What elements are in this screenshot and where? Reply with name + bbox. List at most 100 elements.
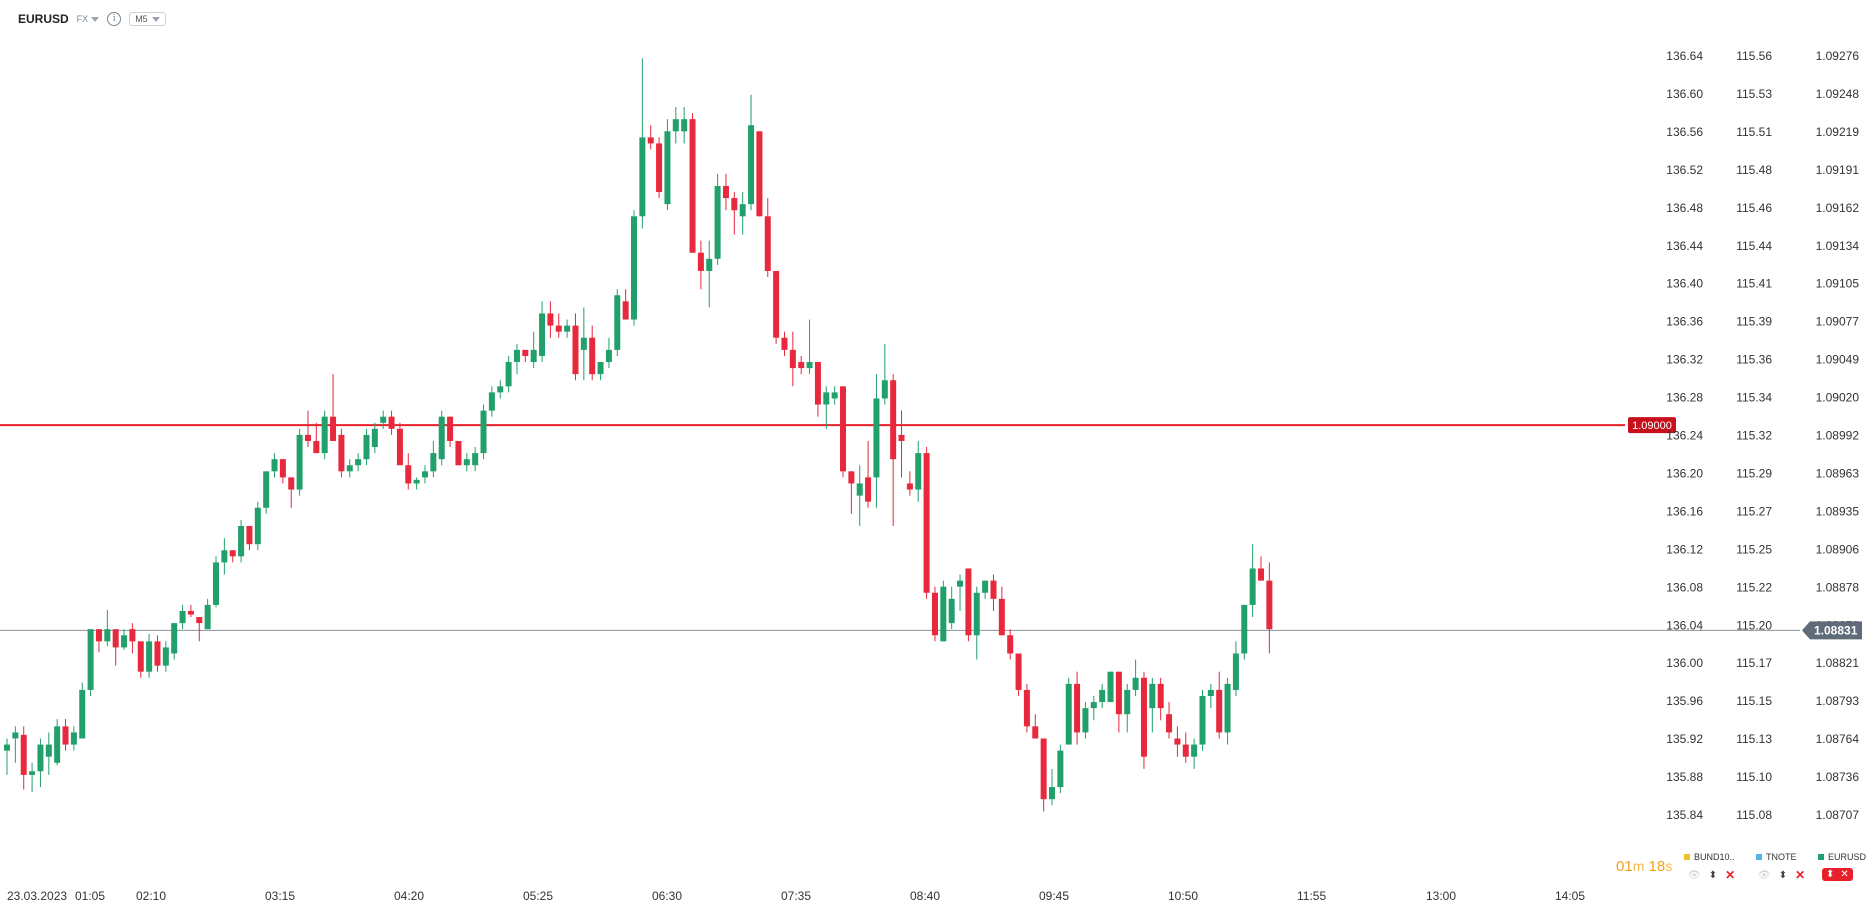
candle-up (1065, 683, 1072, 745)
candle-down (1032, 726, 1039, 739)
candle-down (330, 416, 337, 441)
time-tick-label: 08:40 (910, 889, 940, 903)
price-tick-label: 1.09049 (1816, 353, 1860, 367)
reorder-icon[interactable]: ⬍ (1778, 869, 1788, 881)
candle-up (1049, 787, 1055, 800)
bund-tick-label: 136.00 (1666, 656, 1703, 670)
candle-up (1082, 708, 1089, 733)
candle-up (171, 623, 178, 654)
candle-up (438, 416, 445, 460)
bund-tick-label: 136.12 (1666, 542, 1703, 556)
candle-down (998, 598, 1005, 636)
tnote-tick-label: 115.48 (1736, 163, 1772, 177)
bund-tick-label: 136.56 (1666, 125, 1703, 139)
tnote-tick-label: 115.22 (1736, 580, 1772, 594)
legend-item-bund10[interactable]: BUND10.. (1684, 852, 1735, 862)
candle-down (931, 592, 938, 636)
candle-down (764, 216, 771, 271)
timeframe-selector[interactable]: M5 (129, 12, 166, 26)
bund-tick-label: 135.84 (1666, 808, 1703, 822)
time-tick-label: 07:35 (781, 889, 811, 903)
price-tick-label: 1.08992 (1816, 429, 1860, 443)
time-tick-label: 03:15 (265, 889, 295, 903)
close-icon[interactable]: ✕ (1795, 868, 1806, 882)
candle-down (129, 629, 136, 642)
candle-up (238, 525, 245, 557)
bund-tick-label: 136.36 (1666, 315, 1703, 329)
candle-down (848, 471, 855, 484)
candle-up (1132, 677, 1139, 690)
candle-down (388, 416, 395, 429)
symbol-name[interactable]: EURUSD (18, 12, 69, 26)
candle-up (87, 629, 94, 690)
time-tick-label: 09:45 (1039, 889, 1069, 903)
eurusd-action-button[interactable]: ⬍ ✕ (1822, 868, 1853, 881)
candle-up (1090, 702, 1097, 709)
legend-item-eurusd[interactable]: EURUSD (1818, 852, 1866, 862)
candle-down (229, 550, 236, 557)
time-tick-label: 11:55 (1297, 889, 1326, 903)
countdown-minutes-unit: m (1632, 858, 1645, 874)
reorder-icon[interactable]: ⬍ (1708, 869, 1718, 881)
candle-up (706, 258, 713, 271)
price-tick-label: 1.08963 (1816, 466, 1860, 480)
candle-down (1258, 568, 1264, 581)
alert-price-label: 1.09000 (1632, 420, 1672, 432)
legend-item-tnote[interactable]: TNOTE (1756, 852, 1797, 862)
tnote-tick-label: 115.32 (1736, 429, 1772, 443)
alert-line[interactable]: 1.09000 (0, 417, 1676, 434)
candle-up (714, 185, 721, 259)
candle-up (371, 428, 378, 448)
axis-eurusd: 1.09276 1.09248 1.09219 1.09191 1.09162 1.091… (1816, 49, 1860, 822)
tnote-tick-label: 115.15 (1736, 694, 1772, 708)
candle-up (856, 483, 863, 496)
bund-tick-label: 136.16 (1666, 504, 1703, 518)
candle-up (146, 641, 153, 672)
bund-tick-label: 136.44 (1666, 239, 1703, 253)
candle-up (881, 380, 888, 399)
info-icon[interactable]: i (107, 12, 122, 26)
candle-up (321, 416, 328, 454)
eye-icon[interactable]: 👁 (1758, 869, 1771, 881)
candle-up (488, 392, 495, 411)
bund-tick-label: 136.52 (1666, 163, 1703, 177)
countdown-seconds-unit: s (1665, 858, 1673, 874)
price-tick-label: 1.09162 (1816, 201, 1860, 215)
candle-down (722, 185, 729, 199)
time-tick-label: 10:50 (1168, 889, 1198, 903)
candle-down (196, 617, 203, 624)
candle-down (731, 198, 738, 211)
tnote-controls: 👁 ⬍ ✕ (1758, 868, 1805, 882)
bund-tick-label: 136.28 (1666, 391, 1703, 405)
candle-up (681, 119, 688, 132)
candle-up (179, 610, 186, 624)
candle-up (497, 386, 504, 393)
candle-up (530, 349, 537, 363)
candle-down (1115, 671, 1122, 715)
candle-up (973, 592, 980, 636)
candle-up (614, 295, 621, 350)
market-selector[interactable]: FX (77, 14, 100, 24)
chart-header: EURUSD FX i M5 (18, 12, 166, 26)
eye-icon[interactable]: 👁 (1688, 869, 1701, 881)
candle-down (447, 416, 454, 441)
candle-up (1099, 689, 1106, 703)
candle-up (29, 771, 36, 775)
candle-up (564, 325, 571, 332)
tnote-tick-label: 115.36 (1736, 353, 1772, 367)
candle-up (605, 349, 612, 363)
close-icon[interactable]: ✕ (1725, 868, 1736, 882)
eurusd-controls: ⬍ ✕ (1822, 868, 1853, 881)
bund-tick-label: 136.48 (1666, 201, 1703, 215)
candle-up (54, 726, 61, 763)
tnote-tick-label: 115.53 (1736, 87, 1772, 101)
bund-tick-label: 136.24 (1666, 429, 1703, 443)
candle-down (62, 726, 69, 745)
candle-up (823, 392, 830, 405)
candle-down (1157, 683, 1164, 709)
alert-price-tag (1628, 417, 1676, 434)
tnote-tick-label: 115.10 (1736, 770, 1772, 784)
candle-down (1174, 738, 1181, 745)
bund-tick-label: 136.04 (1666, 618, 1703, 632)
